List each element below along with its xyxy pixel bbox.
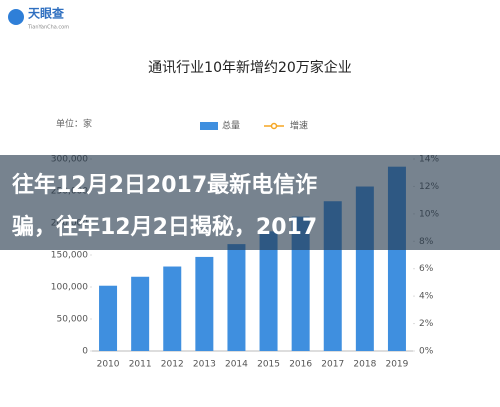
logo-icon xyxy=(8,9,24,25)
legend-swatch xyxy=(200,122,218,130)
y2-tick-label: 2% xyxy=(419,319,434,329)
legend-label: 增速 xyxy=(290,120,308,132)
bar xyxy=(227,244,246,351)
bar xyxy=(291,216,310,351)
x-tick-label: 2019 xyxy=(385,360,408,370)
y2-tick-label: 6% xyxy=(419,264,434,274)
x-tick-label: 2011 xyxy=(129,360,152,370)
bar xyxy=(195,256,214,351)
bar xyxy=(99,285,118,351)
overlay-text: 往年12月2日2017最新电信诈 xyxy=(12,172,317,198)
unit-label: 单位：家 xyxy=(56,118,92,130)
bar xyxy=(163,266,182,351)
overlay-band xyxy=(0,155,500,250)
x-tick-label: 2017 xyxy=(321,360,344,370)
x-tick-label: 2010 xyxy=(97,360,120,370)
x-tick-label: 2016 xyxy=(289,360,312,370)
x-tick-label: 2014 xyxy=(225,360,248,370)
x-tick-label: 2018 xyxy=(353,360,376,370)
y-tick-label: 0 xyxy=(82,347,88,357)
chart-title: 通讯行业10年新增约20万家企业 xyxy=(148,59,352,76)
overlay-text: 骗，往年12月2日揭秘，2017 xyxy=(12,214,317,240)
y2-tick-label: 0% xyxy=(419,347,434,357)
y2-tick-label: 4% xyxy=(419,292,434,302)
bar xyxy=(259,231,278,351)
overlay: 往年12月2日2017最新电信诈 骗，往年12月2日揭秘，2017 xyxy=(0,155,500,250)
bar xyxy=(131,276,150,351)
y-tick-label: 100,000 xyxy=(51,283,88,293)
legend-swatch xyxy=(270,122,278,130)
legend-label: 总量 xyxy=(222,120,240,132)
y-tick-label: 150,000 xyxy=(51,251,88,261)
logo-domain: TianYanCha.com xyxy=(27,25,69,31)
x-tick-label: 2015 xyxy=(257,360,280,370)
logo-name: 天眼查 xyxy=(28,6,65,21)
x-tick-label: 2012 xyxy=(161,360,184,370)
y-tick-label: 50,000 xyxy=(57,315,89,325)
x-tick-label: 2013 xyxy=(193,360,216,370)
